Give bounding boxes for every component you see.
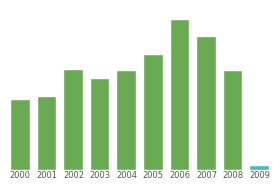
Bar bbox=[171, 20, 189, 170]
Bar bbox=[144, 55, 163, 170]
Bar bbox=[197, 37, 216, 170]
Bar bbox=[38, 97, 56, 170]
Bar bbox=[91, 79, 109, 170]
Bar bbox=[64, 70, 83, 170]
Bar bbox=[11, 100, 30, 170]
Bar bbox=[224, 71, 242, 170]
Bar bbox=[117, 71, 136, 170]
Bar bbox=[250, 166, 269, 170]
